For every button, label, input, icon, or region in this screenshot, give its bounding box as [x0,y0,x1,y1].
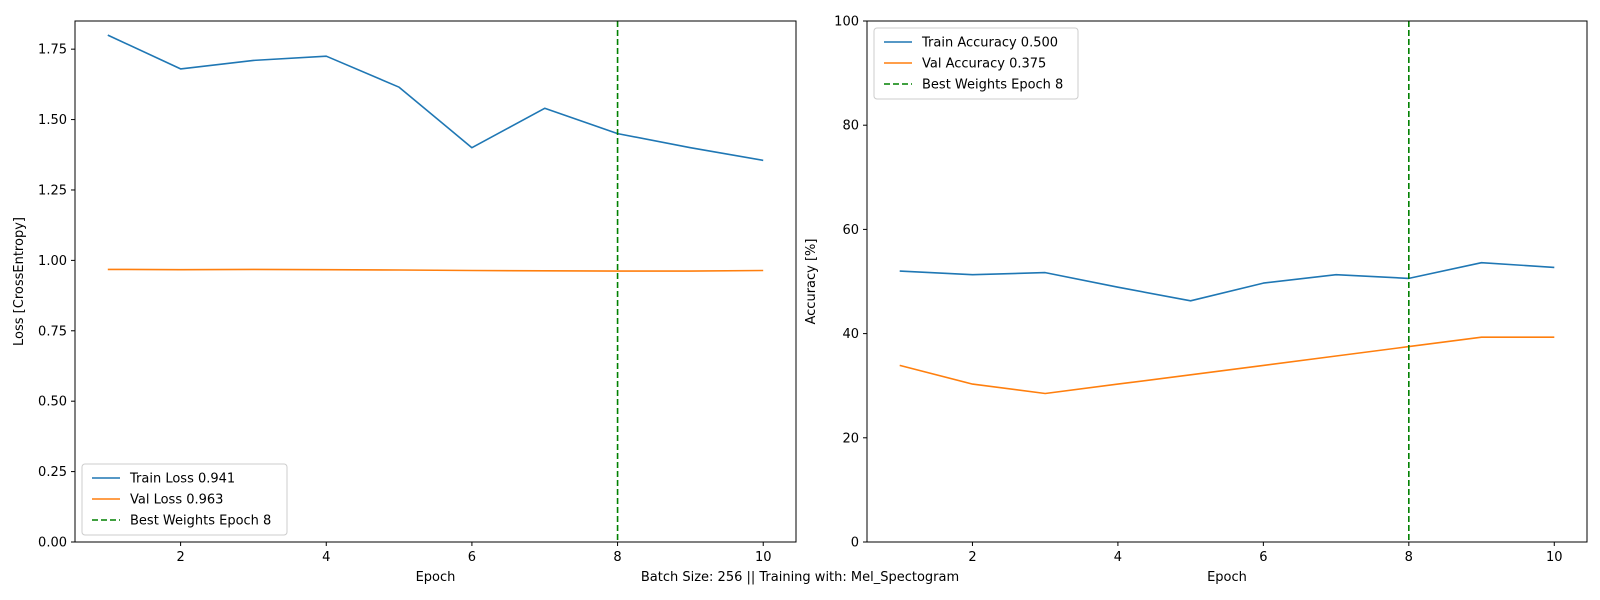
legend-label: Val Loss 0.963 [130,493,223,508]
x-tick-label: 10 [1546,550,1563,565]
y-tick-label: 1.00 [38,254,67,269]
figure-caption: Batch Size: 256 || Training with: Mel_Sp… [640,570,960,585]
y-tick-label: 1.50 [38,113,67,128]
y-tick-label: 0 [851,536,859,551]
y-tick-label: 0.00 [38,536,67,551]
y-tick-label: 0.25 [38,465,67,480]
x-tick-label: 4 [1114,550,1122,565]
x-tick-label: 10 [755,550,772,565]
legend-box [873,27,1079,100]
x-axis-label: Epoch [1207,570,1247,585]
x-tick-label: 2 [968,550,976,565]
plot-frame [866,20,1588,543]
y-tick-label: 0.75 [38,324,67,339]
y-axis-label: Accuracy [%] [804,239,819,325]
x-tick-label: 4 [322,550,330,565]
y-tick-label: 1.25 [38,183,67,198]
plot-frame [74,20,797,543]
train-series-line [107,34,764,162]
train-series-line [899,261,1555,302]
val-series-line [107,268,764,272]
legend-label: Best Weights Epoch 8 [130,514,271,529]
legend-label: Train Loss 0.941 [129,472,235,487]
x-tick-label: 6 [468,550,476,565]
loss-chart: 2 4 6 8 10 0.00 0.25 0.50 0.75 1.00 1.25 1.50 1.75 Ep… [12,20,797,585]
y-tick-label: 60 [842,223,859,238]
legend: Train Accuracy 0.500 Val Accuracy 0.375 Be… [873,27,1079,100]
x-axis-label: Epoch [416,570,456,585]
y-tick-label: 80 [842,119,859,134]
legend-label: Best Weights Epoch 8 [922,78,1063,93]
x-tick-label: 8 [613,550,621,565]
y-tick-label: 100 [834,15,859,30]
y-tick-label: 20 [842,431,859,446]
x-tick-label: 6 [1259,550,1267,565]
legend: Train Loss 0.941 Val Loss 0.963 Best Weigh… [81,463,288,536]
y-tick-label: 0.50 [38,395,67,410]
legend-label: Val Accuracy 0.375 [922,57,1046,72]
y-tick-label: 1.75 [38,43,67,58]
y-axis-label: Loss [CrossEntropy] [12,217,27,346]
legend-box [81,463,288,536]
x-tick-label: 8 [1405,550,1413,565]
y-tick-label: 40 [842,327,859,342]
x-tick-label: 2 [176,550,184,565]
legend-label: Train Accuracy 0.500 [921,36,1058,51]
val-series-line [899,336,1555,395]
